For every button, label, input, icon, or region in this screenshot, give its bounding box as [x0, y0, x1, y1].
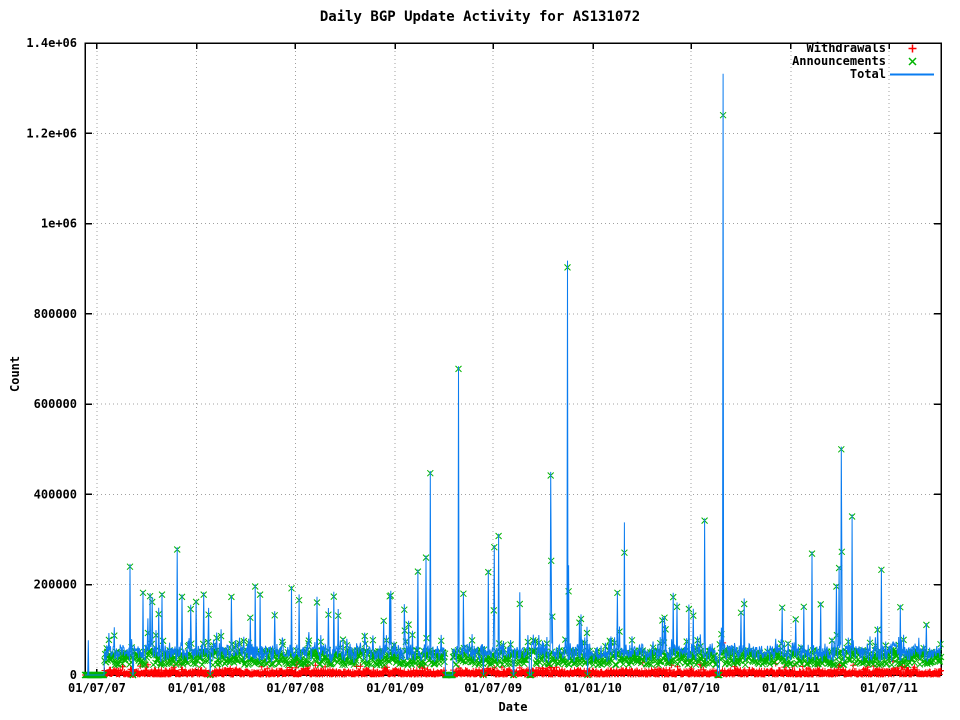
- x-tick-label: 01/01/09: [366, 681, 424, 695]
- chart-title: Daily BGP Update Activity for AS131072: [319, 9, 641, 25]
- x-tick-label: 01/01/11: [762, 681, 820, 695]
- y-tick-label: 1.4e+06: [26, 36, 77, 50]
- x-tick-label: 01/07/07: [68, 681, 126, 695]
- y-tick-label: 200000: [34, 578, 77, 592]
- x-axis-label: Date: [498, 700, 528, 714]
- legend-row-withdrawals: Withdrawals: [792, 42, 938, 55]
- legend: Withdrawals Announcements Total: [792, 42, 938, 81]
- y-tick-label: 800000: [34, 307, 77, 321]
- line-marker-icon: [886, 68, 938, 81]
- legend-row-total: Total: [792, 68, 938, 81]
- legend-row-announcements: Announcements: [792, 55, 938, 68]
- announcements-series: [81, 111, 945, 679]
- cross-marker-icon: [886, 55, 938, 68]
- tick-labels: 01/07/07 01/01/08 01/07/08 01/01/09 01/07/09…: [26, 36, 917, 695]
- legend-label-withdrawals: Withdrawals: [806, 41, 886, 55]
- y-tick-label: 400000: [34, 487, 77, 501]
- total-series: [85, 73, 942, 676]
- y-tick-label: 600000: [34, 397, 77, 411]
- legend-label-total: Total: [849, 67, 886, 81]
- x-tick-label: 01/01/10: [564, 681, 622, 695]
- x-tick-label: 01/07/09: [464, 681, 522, 695]
- x-tick-label: 01/01/08: [168, 681, 226, 695]
- x-tick-label: 01/07/11: [860, 681, 918, 695]
- y-tick-label: 0: [70, 668, 77, 682]
- legend-label-announcements: Announcements: [792, 54, 886, 68]
- x-tick-label: 01/07/10: [662, 681, 720, 695]
- grid-lines: [85, 43, 941, 675]
- x-tick-label: 01/07/08: [266, 681, 324, 695]
- y-tick-label: 1e+06: [41, 217, 77, 231]
- y-tick-label: 1.2e+06: [26, 126, 77, 140]
- plus-marker-icon: [886, 42, 938, 55]
